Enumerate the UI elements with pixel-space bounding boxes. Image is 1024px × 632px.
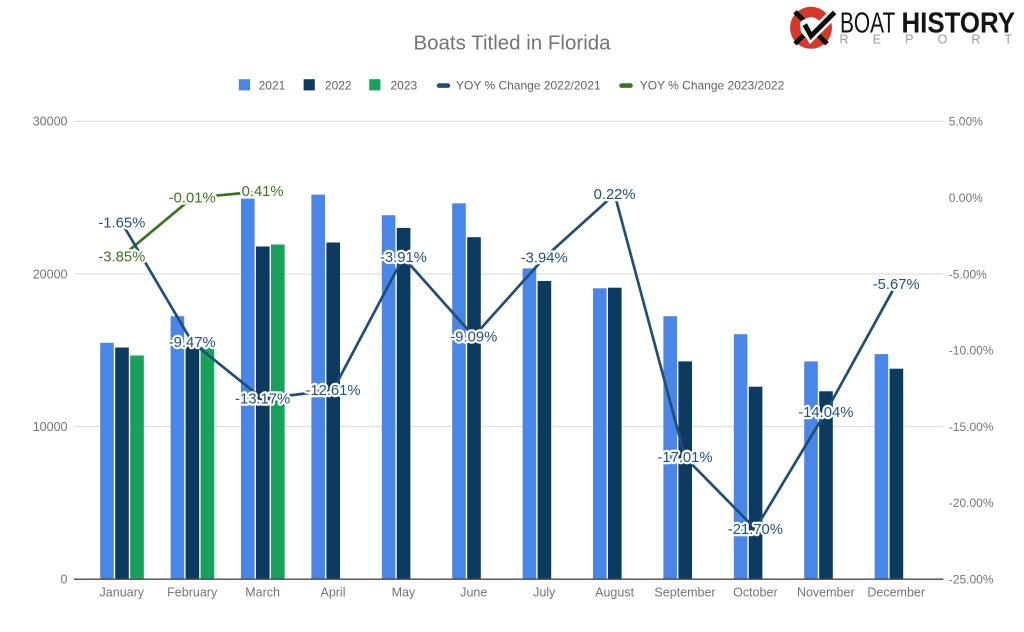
svg-text:-5.67%: -5.67% bbox=[873, 277, 920, 293]
svg-text:October: October bbox=[733, 586, 777, 600]
svg-text:February: February bbox=[167, 586, 218, 600]
svg-text:May: May bbox=[392, 586, 416, 600]
svg-text:January: January bbox=[100, 586, 145, 600]
svg-text:September: September bbox=[654, 586, 715, 600]
svg-text:BOAT: BOAT bbox=[840, 8, 895, 40]
svg-text:HISTORY: HISTORY bbox=[902, 8, 1016, 40]
svg-text:July: July bbox=[533, 586, 556, 600]
svg-text:2023: 2023 bbox=[391, 78, 418, 92]
svg-text:-3.85%: -3.85% bbox=[98, 249, 145, 265]
svg-text:5.00%: 5.00% bbox=[949, 115, 983, 129]
svg-text:0.00%: 0.00% bbox=[949, 191, 983, 205]
svg-text:June: June bbox=[460, 586, 487, 600]
svg-text:-5.00%: -5.00% bbox=[949, 267, 987, 281]
svg-text:November: November bbox=[797, 586, 855, 600]
svg-text:April: April bbox=[320, 586, 345, 600]
svg-text:YOY % Change 2023/2022: YOY % Change 2023/2022 bbox=[640, 78, 785, 92]
svg-text:20000: 20000 bbox=[33, 267, 68, 281]
svg-text:YOY % Change 2022/2021: YOY % Change 2022/2021 bbox=[456, 78, 601, 92]
svg-text:-20.00%: -20.00% bbox=[949, 496, 994, 510]
svg-text:-0.01%: -0.01% bbox=[169, 191, 216, 207]
svg-text:-1.65%: -1.65% bbox=[98, 216, 145, 232]
svg-text:December: December bbox=[867, 586, 925, 600]
svg-text:10000: 10000 bbox=[33, 420, 68, 434]
svg-text:-15.00%: -15.00% bbox=[949, 420, 994, 434]
svg-text:March: March bbox=[245, 586, 280, 600]
svg-text:-12.61%: -12.61% bbox=[305, 383, 360, 399]
svg-text:-13.17%: -13.17% bbox=[235, 392, 290, 408]
svg-text:-9.47%: -9.47% bbox=[169, 335, 216, 351]
svg-text:0.22%: 0.22% bbox=[594, 187, 636, 203]
svg-text:-10.00%: -10.00% bbox=[949, 344, 994, 358]
svg-text:0: 0 bbox=[61, 573, 68, 587]
svg-text:30000: 30000 bbox=[33, 115, 68, 129]
svg-text:-21.70%: -21.70% bbox=[728, 522, 783, 538]
svg-text:-3.91%: -3.91% bbox=[380, 250, 427, 266]
svg-text:Boats Titled in Florida: Boats Titled in Florida bbox=[413, 32, 611, 55]
svg-text:2021: 2021 bbox=[259, 78, 286, 92]
svg-text:-25.00%: -25.00% bbox=[949, 573, 994, 587]
svg-text:-14.04%: -14.04% bbox=[798, 405, 853, 421]
svg-text:August: August bbox=[595, 586, 634, 600]
svg-text:-9.09%: -9.09% bbox=[450, 329, 497, 345]
svg-text:-3.94%: -3.94% bbox=[521, 251, 568, 267]
svg-text:-17.01%: -17.01% bbox=[657, 450, 712, 466]
svg-text:2022: 2022 bbox=[325, 78, 352, 92]
svg-text:0.41%: 0.41% bbox=[242, 184, 284, 200]
